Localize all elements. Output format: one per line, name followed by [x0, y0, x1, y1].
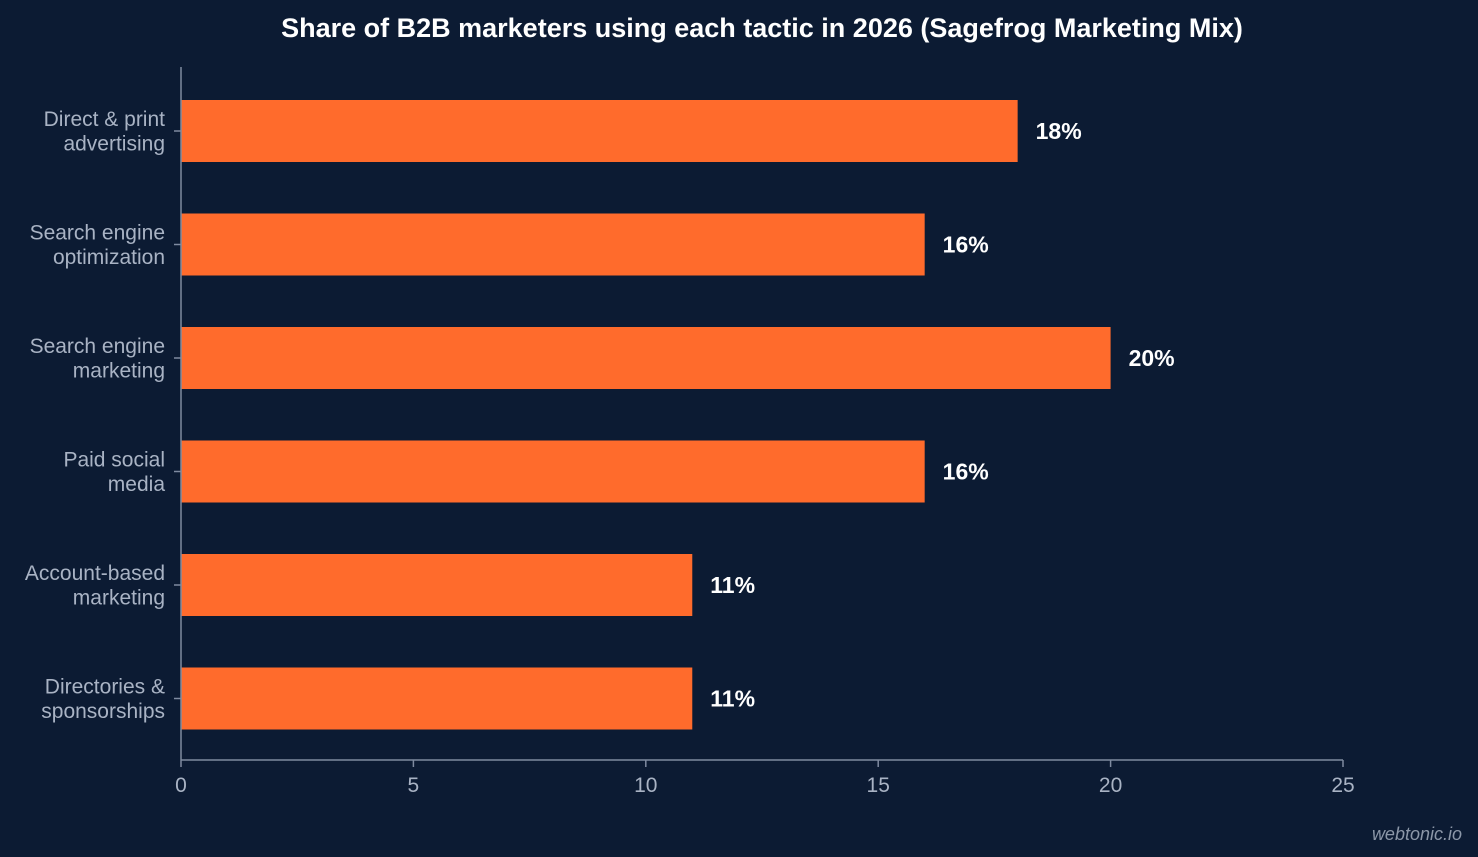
- axes: 0 5 10 15 20 25: [174, 67, 1355, 797]
- bar-5: [181, 667, 693, 730]
- x-tick-label-1: 5: [408, 774, 420, 797]
- x-tick-label-2: 10: [634, 774, 657, 797]
- category-label-2-1: marketing: [73, 359, 165, 382]
- category-label-2-0: Search engine: [30, 335, 165, 358]
- category-label-3-0: Paid social: [63, 448, 165, 471]
- value-label-4: 11%: [710, 572, 755, 598]
- value-label-2: 20%: [1129, 345, 1175, 371]
- watermark: webtonic.io: [1372, 824, 1462, 844]
- bar-2: [181, 327, 1111, 389]
- x-tick-label-5: 25: [1331, 774, 1354, 797]
- category-label-0-1: advertising: [63, 132, 165, 155]
- bars-layer: [181, 100, 1111, 730]
- x-tick-label-0: 0: [175, 774, 187, 797]
- category-label-5-0: Directories &: [45, 675, 165, 698]
- category-label-3-1: media: [108, 473, 166, 496]
- bar-3: [181, 440, 925, 503]
- category-label-4-1: marketing: [73, 586, 165, 609]
- category-label-1-0: Search engine: [30, 221, 165, 244]
- bar-0: [181, 100, 1018, 162]
- value-label-5: 11%: [710, 686, 755, 712]
- bar-4: [181, 554, 693, 616]
- category-label-5-1: sponsorships: [41, 700, 165, 723]
- category-label-1-1: optimization: [53, 246, 165, 269]
- value-label-3: 16%: [943, 459, 989, 485]
- value-label-1: 16%: [943, 232, 989, 258]
- chart-title: Share of B2B marketers using each tactic…: [281, 13, 1243, 43]
- x-tick-label-3: 15: [867, 774, 890, 797]
- value-label-0: 18%: [1036, 118, 1082, 144]
- category-label-4-0: Account-based: [25, 562, 165, 585]
- x-tick-label-4: 20: [1099, 774, 1122, 797]
- category-label-0-0: Direct & print: [44, 108, 166, 131]
- bar-1: [181, 213, 925, 276]
- value-labels: 18% 16% 20% 16% 11% 11%: [710, 118, 1174, 712]
